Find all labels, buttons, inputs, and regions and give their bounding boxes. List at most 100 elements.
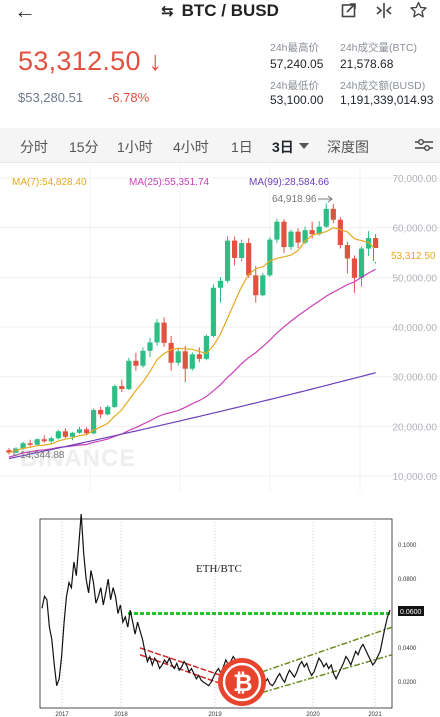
last-price-tag: 53,312.50 [391, 251, 436, 262]
candle-body [260, 275, 266, 296]
tab-15m[interactable]: 15分 [69, 139, 99, 155]
settings-sliders-icon[interactable] [415, 139, 433, 151]
candle-body [98, 409, 104, 415]
price-down-arrow: ↓ [148, 46, 163, 76]
x-tick-label: 2019 [208, 712, 222, 717]
arrow-left-icon[interactable]: ← [14, 0, 36, 23]
y-tick-label: 60,000.00 [393, 224, 438, 235]
candle-body [20, 443, 26, 449]
tab-3d[interactable]: 3日 [272, 139, 294, 155]
y-tick-label: 20,000.00 [393, 422, 438, 433]
last-price-tag-bg [374, 248, 438, 262]
ticker-header: 53,312.50 ↓ $53,280.51 -6.78% 24h最高价 57,… [0, 26, 440, 126]
tab-1h[interactable]: 1小时 [117, 139, 153, 155]
low-annotation-leader [13, 448, 18, 456]
candle-body [253, 275, 259, 296]
price-change-percent: -6.78% [108, 90, 150, 105]
x-tick-label: 2017 [55, 712, 69, 717]
candle-body [112, 386, 118, 407]
candle-body [76, 429, 83, 433]
last-price: 53,312.50 ↓ [18, 46, 163, 76]
eth-btc-level-label: 0.0600 [400, 609, 422, 616]
y-tick-label: 0.0400 [398, 646, 417, 652]
tab-depth[interactable]: 深度图 [327, 139, 369, 155]
ma7-line [8, 227, 377, 454]
candle-body [69, 432, 76, 437]
binance-watermark: BINANCE [20, 445, 136, 472]
star-icon[interactable] [409, 1, 428, 19]
x-tick-label: 2021 [368, 712, 382, 717]
candle-body [168, 342, 174, 363]
candle-body [189, 354, 195, 369]
candle-body [203, 335, 209, 359]
pair-title[interactable]: ⇆ BTC / BUSD [0, 1, 440, 21]
candle-body [309, 230, 315, 235]
stat-label-volume: 24h成交量(BTC) [340, 42, 418, 54]
ma99-line [8, 372, 376, 460]
candle-body [140, 350, 146, 366]
candle-body [239, 243, 245, 258]
stat-value-turnover: 1,191,339,014.93 [340, 93, 434, 107]
candle-body [274, 221, 280, 240]
candle-body [119, 386, 125, 390]
tab-4h[interactable]: 4小时 [173, 139, 209, 155]
candle-body [182, 351, 188, 369]
candle-body [358, 248, 365, 278]
candle-body [126, 360, 132, 390]
x-tick-label: 2018 [114, 712, 128, 717]
candle-body [295, 231, 301, 243]
candle-body [210, 287, 217, 336]
candle-body [6, 450, 12, 453]
swap-icon[interactable]: ⇆ [161, 3, 174, 20]
y-tick-label: 30,000.00 [393, 373, 438, 384]
share-icon[interactable] [341, 2, 357, 18]
candle-body [91, 409, 97, 434]
eth-btc-level-tag [398, 606, 424, 616]
candle-body [351, 258, 358, 278]
tab-1d[interactable]: 1日 [231, 139, 253, 155]
high-annotation-arrow [318, 195, 333, 203]
candle-body [267, 239, 273, 276]
candle-body [337, 219, 343, 246]
candle-body [196, 354, 202, 359]
ma25-line [8, 268, 376, 458]
candle-body [365, 238, 372, 249]
candle-body [133, 360, 139, 366]
eth-btc-chart: ETH/BTC 2017 2018 2019 2020 2021 0.1000 0.0800… [39, 514, 424, 717]
interval-tabs: 分时 15分 1小时 4小时 1日 3日 深度图 [0, 128, 440, 163]
top-bar: ← ⇆ BTC / BUSD [0, 0, 440, 23]
candle-body [232, 240, 238, 258]
candle-body [147, 342, 153, 351]
candle-body [62, 431, 68, 437]
candle-body [34, 439, 40, 445]
stat-label-turnover: 24h成交额(BUSD) [340, 80, 426, 92]
candle-body [48, 438, 54, 442]
tab-timeline[interactable]: 分时 [20, 139, 48, 155]
low-annotation: 14,344.88 [20, 450, 65, 461]
stat-value-low: 53,100.00 [270, 93, 324, 107]
btc-logo-icon: ₿ [218, 658, 266, 706]
stat-label-low: 24h最低价 [270, 80, 320, 92]
candle-body [330, 208, 336, 220]
candlestick-chart[interactable]: BINANCE 70,000.00 60,000.00 50,000.00 40,00… [0, 166, 440, 492]
candle-body [41, 439, 47, 442]
pair-name: BTC / BUSD [181, 1, 279, 20]
y-tick-label: 10,000.00 [393, 472, 438, 483]
candle-body [246, 243, 252, 276]
uptrend-upper-line [261, 626, 393, 673]
candle-body [316, 226, 322, 235]
eth-btc-series [41, 514, 391, 687]
candle-body [154, 322, 160, 343]
y-tick-label: 40,000.00 [393, 323, 438, 334]
stat-value-high: 57,240.05 [270, 57, 324, 71]
candle-body [323, 208, 329, 227]
candle-body [27, 443, 33, 445]
ma25-legend: MA(25):55,351.74 [129, 177, 210, 188]
stat-value-volume: 21,578.68 [340, 57, 394, 71]
candle-body [302, 230, 308, 243]
caret-down-icon[interactable] [299, 143, 309, 150]
candle-body [161, 322, 167, 343]
candle-body [105, 406, 111, 415]
compare-icon[interactable] [376, 3, 392, 18]
candle-body [175, 351, 181, 363]
